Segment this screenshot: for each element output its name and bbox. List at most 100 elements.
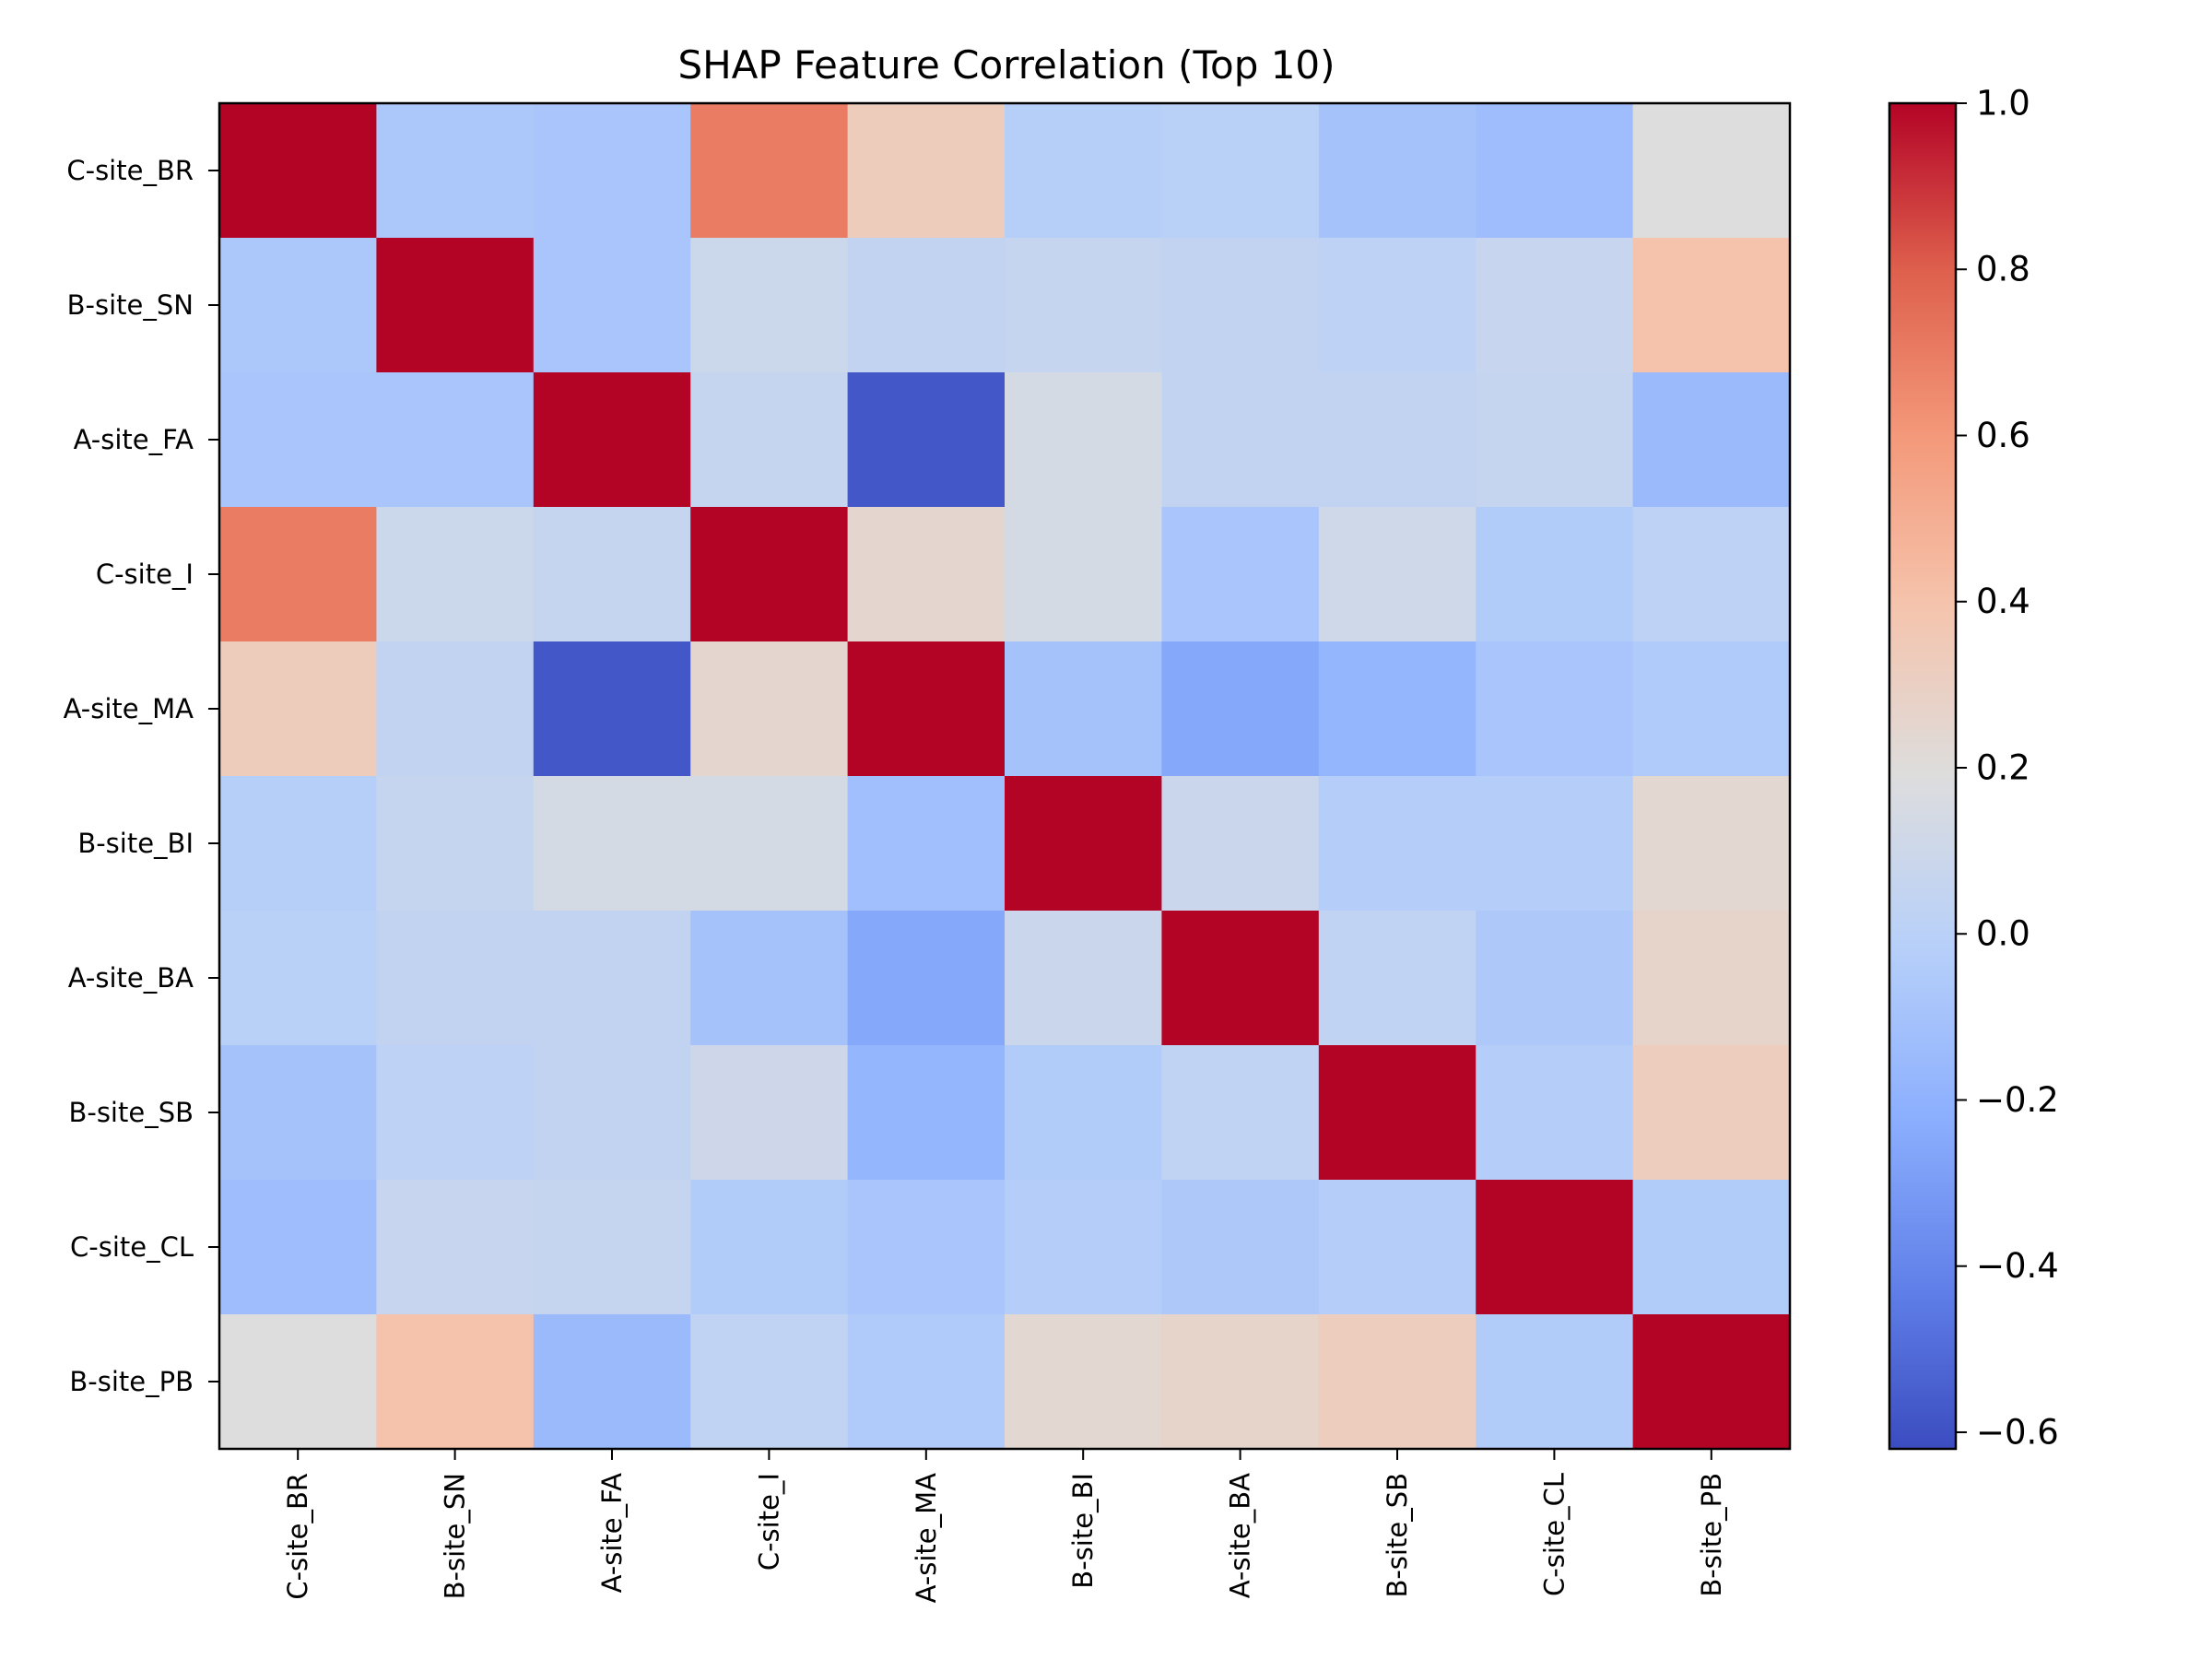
heatmap-cell-A-site_BA-B-site_SB	[1318, 911, 1477, 1046]
colorbar-tick-label: 0.6	[1976, 416, 2030, 455]
heatmap-cell-B-site_BI-B-site_PB	[1632, 776, 1791, 912]
heatmap-cell-C-site_I-B-site_SN	[376, 507, 535, 642]
heatmap-cell-B-site_PB-A-site_BA	[1161, 1314, 1320, 1450]
heatmap-cell-C-site_BR-A-site_MA	[847, 103, 1006, 239]
heatmap-cell-C-site_CL-C-site_BR	[219, 1180, 377, 1315]
heatmap-cell-B-site_PB-A-site_MA	[847, 1314, 1006, 1450]
x-tick-label: B-site_SN	[440, 1473, 471, 1599]
heatmap-cell-A-site_FA-C-site_CL	[1476, 372, 1634, 508]
x-tick-label: C-site_BR	[282, 1473, 313, 1600]
heatmap-cell-B-site_SN-C-site_I	[690, 238, 849, 373]
heatmap-cell-A-site_BA-C-site_CL	[1476, 911, 1634, 1046]
colorbar	[1888, 101, 1958, 1451]
heatmap-cell-A-site_MA-C-site_BR	[219, 641, 377, 777]
heatmap-cell-B-site_PB-C-site_CL	[1476, 1314, 1634, 1450]
heatmap-cell-C-site_I-B-site_PB	[1632, 507, 1791, 642]
heatmap-cell-C-site_BR-C-site_BR	[219, 103, 377, 239]
heatmap-cell-C-site_CL-B-site_SB	[1318, 1180, 1477, 1315]
colorbar-tick-label: 0.0	[1976, 914, 2030, 954]
heatmap-cell-C-site_CL-C-site_CL	[1476, 1180, 1634, 1315]
heatmap-cell-A-site_MA-B-site_SN	[376, 641, 535, 777]
heatmap-cell-A-site_MA-A-site_BA	[1161, 641, 1320, 777]
x-tick-label: A-site_MA	[911, 1473, 942, 1604]
heatmap-cell-B-site_SB-B-site_SB	[1318, 1045, 1477, 1181]
y-tick-label: A-site_FA	[74, 424, 194, 455]
heatmap-cell-C-site_I-B-site_SB	[1318, 507, 1477, 642]
heatmap-cell-C-site_I-B-site_BI	[1005, 507, 1162, 642]
heatmap-cell-B-site_SB-C-site_I	[690, 1045, 849, 1181]
heatmap-cell-B-site_SB-A-site_MA	[847, 1045, 1006, 1181]
colorbar-ticks: 1.0 0.8 0.6 0.4 0.2 0.0 −0.2 −0.4 −0.6	[1956, 84, 2059, 1452]
heatmap-cell-B-site_PB-B-site_BI	[1005, 1314, 1162, 1450]
heatmap-cell-A-site_FA-A-site_FA	[533, 372, 691, 508]
heatmap-cell-B-site_BI-B-site_SB	[1318, 776, 1477, 912]
heatmap-cell-C-site_BR-C-site_I	[690, 103, 849, 239]
heatmap-cell-A-site_BA-C-site_BR	[219, 911, 377, 1046]
x-tick-label: A-site_BA	[1225, 1473, 1256, 1598]
heatmap-cell-C-site_BR-B-site_SB	[1318, 103, 1477, 239]
y-tick-label: B-site_SN	[67, 289, 194, 321]
y-tick-label: C-site_CL	[70, 1231, 194, 1263]
colorbar-tick-label: 1.0	[1976, 84, 2030, 124]
heatmap-cell-C-site_BR-A-site_BA	[1161, 103, 1320, 239]
heatmap-cell-A-site_BA-B-site_SN	[376, 911, 535, 1046]
heatmap-cell-B-site_SB-B-site_BI	[1005, 1045, 1162, 1181]
heatmap-cell-B-site_PB-A-site_FA	[533, 1314, 691, 1450]
heatmap-cell-C-site_BR-B-site_PB	[1632, 103, 1791, 239]
heatmap-cell-A-site_BA-B-site_PB	[1632, 911, 1791, 1046]
heatmap-cell-B-site_PB-B-site_PB	[1632, 1314, 1791, 1450]
colorbar-tick-label: 0.8	[1976, 250, 2030, 289]
heatmap-cell-B-site_BI-A-site_FA	[533, 776, 691, 912]
y-tick-label: A-site_MA	[64, 693, 194, 724]
heatmap-cell-C-site_I-C-site_BR	[219, 507, 377, 642]
heatmap-cell-B-site_BI-C-site_CL	[1476, 776, 1634, 912]
heatmap-cell-C-site_BR-C-site_CL	[1476, 103, 1634, 239]
heatmap-cell-B-site_SN-C-site_CL	[1476, 238, 1634, 373]
heatmap-cell-C-site_CL-B-site_PB	[1632, 1180, 1791, 1315]
heatmap-cell-A-site_MA-B-site_BI	[1005, 641, 1162, 777]
heatmap-cell-C-site_CL-B-site_BI	[1005, 1180, 1162, 1315]
heatmap-cells	[219, 103, 1791, 1450]
heatmap-cell-B-site_PB-C-site_I	[690, 1314, 849, 1450]
heatmap-cell-C-site_I-A-site_MA	[847, 507, 1006, 642]
heatmap-cell-B-site_SN-A-site_BA	[1161, 238, 1320, 373]
heatmap-cell-C-site_CL-B-site_SN	[376, 1180, 535, 1315]
heatmap-cell-A-site_MA-C-site_CL	[1476, 641, 1634, 777]
heatmap-cell-B-site_SN-A-site_MA	[847, 238, 1006, 373]
colorbar-tick-label: 0.4	[1976, 582, 2030, 621]
heatmap-cell-A-site_FA-B-site_BI	[1005, 372, 1162, 508]
heatmap-cell-B-site_SN-C-site_BR	[219, 238, 377, 373]
plot-frame	[218, 101, 1792, 1451]
heatmap-cell-C-site_BR-B-site_SN	[376, 103, 535, 239]
heatmap-cell-B-site_SB-B-site_SN	[376, 1045, 535, 1181]
heatmap-cell-A-site_BA-C-site_I	[690, 911, 849, 1046]
heatmap-cell-A-site_BA-B-site_BI	[1005, 911, 1162, 1046]
heatmap-cell-A-site_MA-A-site_MA	[847, 641, 1006, 777]
heatmap-cell-A-site_FA-B-site_SN	[376, 372, 535, 508]
heatmap-cell-B-site_BI-C-site_I	[690, 776, 849, 912]
chart-title: SHAP Feature Correlation (Top 10)	[677, 42, 1335, 88]
y-tick-label: C-site_BR	[66, 155, 194, 186]
heatmap-cell-C-site_I-C-site_I	[690, 507, 849, 642]
x-tick-label: B-site_BI	[1067, 1473, 1099, 1589]
heatmap-cell-C-site_CL-A-site_FA	[533, 1180, 691, 1315]
heatmap-cell-B-site_SN-A-site_FA	[533, 238, 691, 373]
heatmap-cell-C-site_I-A-site_BA	[1161, 507, 1320, 642]
heatmap-cell-B-site_SB-B-site_PB	[1632, 1045, 1791, 1181]
y-tick-label: B-site_BI	[77, 828, 194, 859]
x-axis-ticks: C-site_BR B-site_SN A-site_FA C-site_I A-sit…	[282, 1449, 1727, 1603]
heatmap-cell-A-site_FA-B-site_PB	[1632, 372, 1791, 508]
heatmap-cell-A-site_BA-A-site_MA	[847, 911, 1006, 1046]
y-tick-label: C-site_I	[96, 559, 194, 590]
heatmap-cell-C-site_CL-A-site_MA	[847, 1180, 1006, 1315]
heatmap-cell-B-site_SB-A-site_BA	[1161, 1045, 1320, 1181]
x-tick-label: A-site_FA	[596, 1473, 628, 1594]
heatmap-cell-B-site_BI-B-site_SN	[376, 776, 535, 912]
heatmap-cell-B-site_SB-A-site_FA	[533, 1045, 691, 1181]
heatmap-cell-A-site_MA-A-site_FA	[533, 641, 691, 777]
heatmap-cell-A-site_MA-B-site_SB	[1318, 641, 1477, 777]
x-tick-label: C-site_CL	[1538, 1473, 1570, 1596]
heatmap-cell-A-site_FA-C-site_BR	[219, 372, 377, 508]
heatmap-cell-B-site_BI-B-site_BI	[1005, 776, 1162, 912]
